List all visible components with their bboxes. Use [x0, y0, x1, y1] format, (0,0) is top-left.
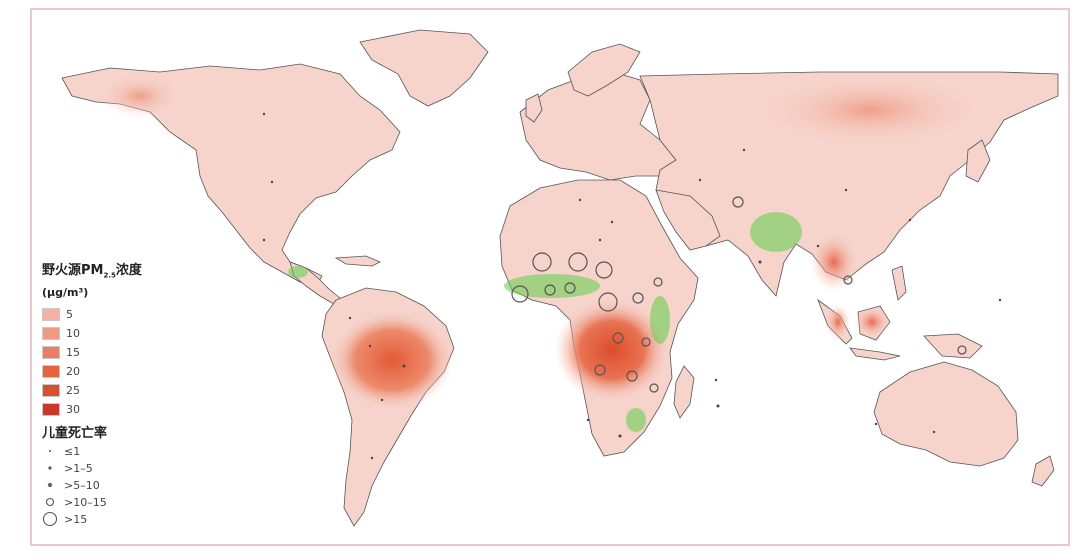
- mortality-label: >15: [64, 512, 88, 526]
- map-legend: 野火源PM2.5浓度 (μg/m³) 5 10 15 20 25 30 儿童死亡率 ≤1 >…: [42, 262, 212, 528]
- concentration-swatch: [42, 364, 60, 378]
- concentration-level: 10: [42, 324, 212, 343]
- marker-medium: [594, 364, 606, 376]
- concentration-level: 15: [42, 343, 212, 362]
- marker-medium: [732, 196, 744, 208]
- hotspot-amazon: [330, 310, 454, 410]
- legend-title: 野火源PM2.5浓度: [42, 263, 142, 280]
- japan-shape: [965, 139, 991, 183]
- mortality-symbol-icon: [42, 460, 58, 476]
- marker-large: [595, 261, 613, 279]
- mortality-label: >10–15: [64, 495, 107, 509]
- concentration-level: 25: [42, 381, 212, 400]
- concentration-swatch: [42, 307, 60, 321]
- marker-medium: [544, 284, 556, 296]
- concentration-level: 5: [42, 305, 212, 324]
- hotspot-sumatra: [826, 304, 850, 340]
- marker-large: [568, 252, 588, 272]
- marker-medium: [626, 370, 638, 382]
- marker-medium: [649, 383, 659, 393]
- concentration-label: 20: [66, 364, 80, 378]
- mortality-symbol-icon: [42, 477, 58, 493]
- marker-large: [598, 292, 618, 312]
- mortality-level: >5–10: [42, 477, 212, 494]
- mortality-dots: [262, 112, 1002, 460]
- mortality-symbol-icon: [42, 443, 58, 459]
- marker-medium: [632, 292, 644, 304]
- caribbean-shape: [334, 255, 381, 267]
- concentration-swatch: [42, 345, 60, 359]
- marker-medium: [641, 337, 651, 347]
- java-shape: [849, 347, 901, 361]
- philippines-shape: [891, 265, 907, 301]
- concentration-label: 15: [66, 345, 80, 359]
- mortality-label: >1–5: [64, 461, 93, 475]
- scandinavia-shape: [567, 43, 641, 97]
- concentration-scale: 5 10 15 20 25 30: [42, 305, 212, 419]
- new-guinea-shape: [923, 333, 983, 359]
- concentration-level: 20: [42, 362, 212, 381]
- mortality-label: >5–10: [64, 478, 100, 492]
- concentration-label: 25: [66, 383, 80, 397]
- arabia-shape: [655, 189, 721, 251]
- concentration-hotspots: [100, 74, 980, 410]
- green-southern-africa: [626, 408, 646, 432]
- green-central-america: [288, 266, 308, 278]
- marker-large: [511, 285, 529, 303]
- mortality-label: ≤1: [64, 444, 81, 458]
- mortality-level: >1–5: [42, 460, 212, 477]
- mortality-symbol-icon: [42, 511, 58, 527]
- marker-medium: [957, 345, 967, 355]
- marker-large: [532, 252, 552, 272]
- marker-medium: [653, 277, 663, 287]
- green-east-africa: [650, 296, 670, 344]
- uk-shape: [525, 93, 543, 123]
- mortality-symbol-icon: [42, 494, 58, 510]
- marker-medium: [843, 275, 853, 285]
- mortality-level: >15: [42, 511, 212, 528]
- legend-unit: (μg/m³): [42, 285, 89, 299]
- hotspot-canada: [100, 74, 180, 118]
- concentration-swatch: [42, 383, 60, 397]
- mortality-level: ≤1: [42, 443, 212, 460]
- new-zealand-shape: [1031, 455, 1055, 487]
- marker-medium: [612, 332, 624, 344]
- green-india: [750, 212, 802, 252]
- hotspot-borneo: [854, 306, 890, 338]
- australia-shape: [873, 361, 1019, 467]
- greenland-shape: [359, 29, 489, 107]
- mortality-title: 儿童死亡率: [42, 425, 108, 441]
- mortality-level: >10–15: [42, 494, 212, 511]
- madagascar-shape: [673, 365, 695, 419]
- concentration-label: 30: [66, 402, 80, 416]
- hotspot-congo: [554, 298, 670, 402]
- concentration-swatch: [42, 326, 60, 340]
- concentration-label: 10: [66, 326, 80, 340]
- concentration-label: 5: [66, 307, 73, 321]
- mortality-markers: [511, 196, 967, 393]
- hotspot-siberia: [760, 74, 980, 146]
- concentration-level: 30: [42, 400, 212, 419]
- concentration-swatch: [42, 402, 60, 416]
- marker-medium: [564, 282, 576, 294]
- mortality-scale: ≤1 >1–5 >5–10 >10–15 >15: [42, 443, 212, 528]
